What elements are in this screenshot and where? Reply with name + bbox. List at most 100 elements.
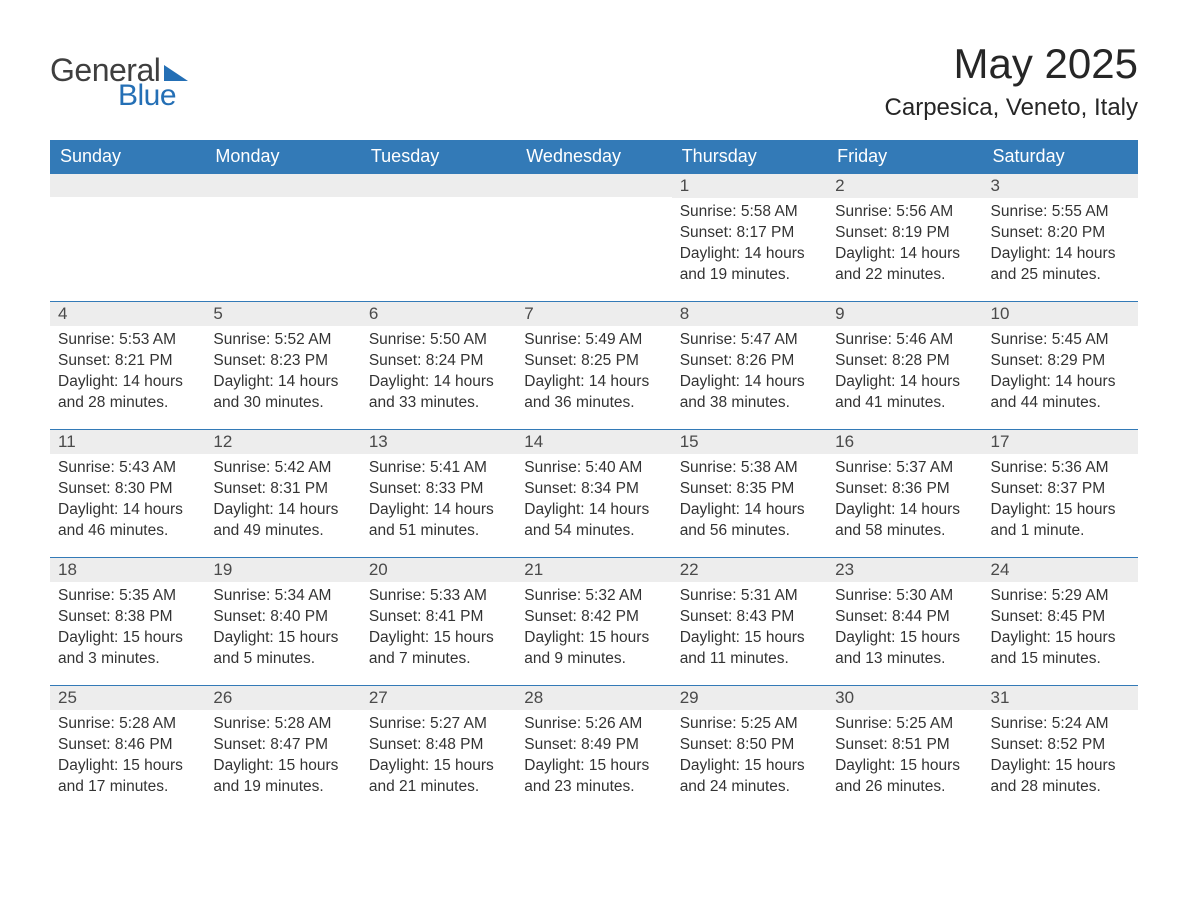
sunrise-line: Sunrise: 5:24 AM [991,714,1130,735]
day-number: 3 [983,173,1138,198]
sunset-line: Sunset: 8:47 PM [213,735,352,756]
empty-day-bar [516,173,671,197]
day-details: Sunrise: 5:52 AMSunset: 8:23 PMDaylight:… [205,326,360,420]
day-details: Sunrise: 5:34 AMSunset: 8:40 PMDaylight:… [205,582,360,676]
calendar-cell: 4Sunrise: 5:53 AMSunset: 8:21 PMDaylight… [50,301,205,429]
calendar-cell: 21Sunrise: 5:32 AMSunset: 8:42 PMDayligh… [516,557,671,685]
weekday-header: Monday [205,140,360,173]
sunset-line: Sunset: 8:29 PM [991,351,1130,372]
daylight-line: Daylight: 15 hours and 17 minutes. [58,756,197,798]
day-number: 6 [361,301,516,326]
day-number: 11 [50,429,205,454]
daylight-line: Daylight: 14 hours and 56 minutes. [680,500,819,542]
sunset-line: Sunset: 8:35 PM [680,479,819,500]
sunset-line: Sunset: 8:26 PM [680,351,819,372]
day-details: Sunrise: 5:56 AMSunset: 8:19 PMDaylight:… [827,198,982,292]
daylight-line: Daylight: 14 hours and 49 minutes. [213,500,352,542]
sunset-line: Sunset: 8:21 PM [58,351,197,372]
day-number: 18 [50,557,205,582]
calendar-row: 18Sunrise: 5:35 AMSunset: 8:38 PMDayligh… [50,557,1138,685]
sunrise-line: Sunrise: 5:36 AM [991,458,1130,479]
calendar-cell: 17Sunrise: 5:36 AMSunset: 8:37 PMDayligh… [983,429,1138,557]
sunrise-line: Sunrise: 5:47 AM [680,330,819,351]
calendar-cell: 26Sunrise: 5:28 AMSunset: 8:47 PMDayligh… [205,685,360,813]
empty-day-bar [361,173,516,197]
daylight-line: Daylight: 14 hours and 44 minutes. [991,372,1130,414]
day-details: Sunrise: 5:26 AMSunset: 8:49 PMDaylight:… [516,710,671,804]
sunrise-line: Sunrise: 5:25 AM [835,714,974,735]
calendar-cell: 6Sunrise: 5:50 AMSunset: 8:24 PMDaylight… [361,301,516,429]
day-details: Sunrise: 5:47 AMSunset: 8:26 PMDaylight:… [672,326,827,420]
calendar-cell: 14Sunrise: 5:40 AMSunset: 8:34 PMDayligh… [516,429,671,557]
weekday-header: Friday [827,140,982,173]
calendar-cell: 3Sunrise: 5:55 AMSunset: 8:20 PMDaylight… [983,173,1138,301]
sunrise-line: Sunrise: 5:32 AM [524,586,663,607]
sunrise-line: Sunrise: 5:30 AM [835,586,974,607]
daylight-line: Daylight: 14 hours and 22 minutes. [835,244,974,286]
sunrise-line: Sunrise: 5:27 AM [369,714,508,735]
day-details: Sunrise: 5:46 AMSunset: 8:28 PMDaylight:… [827,326,982,420]
calendar-page: General Blue May 2025 Carpesica, Veneto,… [0,0,1188,918]
day-details: Sunrise: 5:55 AMSunset: 8:20 PMDaylight:… [983,198,1138,292]
daylight-line: Daylight: 15 hours and 1 minute. [991,500,1130,542]
sunset-line: Sunset: 8:38 PM [58,607,197,628]
sunrise-line: Sunrise: 5:37 AM [835,458,974,479]
day-details: Sunrise: 5:25 AMSunset: 8:50 PMDaylight:… [672,710,827,804]
daylight-line: Daylight: 15 hours and 28 minutes. [991,756,1130,798]
day-details: Sunrise: 5:40 AMSunset: 8:34 PMDaylight:… [516,454,671,548]
weekday-header: Sunday [50,140,205,173]
daylight-line: Daylight: 15 hours and 13 minutes. [835,628,974,670]
day-number: 1 [672,173,827,198]
daylight-line: Daylight: 14 hours and 41 minutes. [835,372,974,414]
day-details: Sunrise: 5:25 AMSunset: 8:51 PMDaylight:… [827,710,982,804]
day-details: Sunrise: 5:31 AMSunset: 8:43 PMDaylight:… [672,582,827,676]
daylight-line: Daylight: 14 hours and 19 minutes. [680,244,819,286]
day-details: Sunrise: 5:50 AMSunset: 8:24 PMDaylight:… [361,326,516,420]
sunset-line: Sunset: 8:31 PM [213,479,352,500]
calendar-cell: 5Sunrise: 5:52 AMSunset: 8:23 PMDaylight… [205,301,360,429]
day-number: 20 [361,557,516,582]
day-number: 10 [983,301,1138,326]
day-number: 23 [827,557,982,582]
sunset-line: Sunset: 8:52 PM [991,735,1130,756]
daylight-line: Daylight: 15 hours and 11 minutes. [680,628,819,670]
weekday-header: Wednesday [516,140,671,173]
day-number: 21 [516,557,671,582]
daylight-line: Daylight: 15 hours and 21 minutes. [369,756,508,798]
sunrise-line: Sunrise: 5:55 AM [991,202,1130,223]
day-number: 4 [50,301,205,326]
sunrise-line: Sunrise: 5:41 AM [369,458,508,479]
day-number: 12 [205,429,360,454]
sunset-line: Sunset: 8:28 PM [835,351,974,372]
sunset-line: Sunset: 8:42 PM [524,607,663,628]
calendar-cell: 2Sunrise: 5:56 AMSunset: 8:19 PMDaylight… [827,173,982,301]
daylight-line: Daylight: 15 hours and 5 minutes. [213,628,352,670]
sunrise-line: Sunrise: 5:34 AM [213,586,352,607]
sunrise-line: Sunrise: 5:42 AM [213,458,352,479]
daylight-line: Daylight: 14 hours and 30 minutes. [213,372,352,414]
sunset-line: Sunset: 8:45 PM [991,607,1130,628]
daylight-line: Daylight: 15 hours and 15 minutes. [991,628,1130,670]
calendar-cell: 25Sunrise: 5:28 AMSunset: 8:46 PMDayligh… [50,685,205,813]
calendar-cell: 7Sunrise: 5:49 AMSunset: 8:25 PMDaylight… [516,301,671,429]
day-details: Sunrise: 5:38 AMSunset: 8:35 PMDaylight:… [672,454,827,548]
sunset-line: Sunset: 8:51 PM [835,735,974,756]
daylight-line: Daylight: 14 hours and 25 minutes. [991,244,1130,286]
calendar-cell: 11Sunrise: 5:43 AMSunset: 8:30 PMDayligh… [50,429,205,557]
daylight-line: Daylight: 14 hours and 58 minutes. [835,500,974,542]
sunrise-line: Sunrise: 5:56 AM [835,202,974,223]
calendar-cell: 12Sunrise: 5:42 AMSunset: 8:31 PMDayligh… [205,429,360,557]
sunrise-line: Sunrise: 5:28 AM [58,714,197,735]
calendar-cell: 20Sunrise: 5:33 AMSunset: 8:41 PMDayligh… [361,557,516,685]
calendar-row: 25Sunrise: 5:28 AMSunset: 8:46 PMDayligh… [50,685,1138,813]
day-number: 2 [827,173,982,198]
title-block: May 2025 Carpesica, Veneto, Italy [885,40,1138,122]
day-details: Sunrise: 5:32 AMSunset: 8:42 PMDaylight:… [516,582,671,676]
calendar-cell: 10Sunrise: 5:45 AMSunset: 8:29 PMDayligh… [983,301,1138,429]
sunset-line: Sunset: 8:33 PM [369,479,508,500]
day-details: Sunrise: 5:42 AMSunset: 8:31 PMDaylight:… [205,454,360,548]
day-number: 19 [205,557,360,582]
sunset-line: Sunset: 8:17 PM [680,223,819,244]
day-details: Sunrise: 5:29 AMSunset: 8:45 PMDaylight:… [983,582,1138,676]
calendar-cell: 18Sunrise: 5:35 AMSunset: 8:38 PMDayligh… [50,557,205,685]
